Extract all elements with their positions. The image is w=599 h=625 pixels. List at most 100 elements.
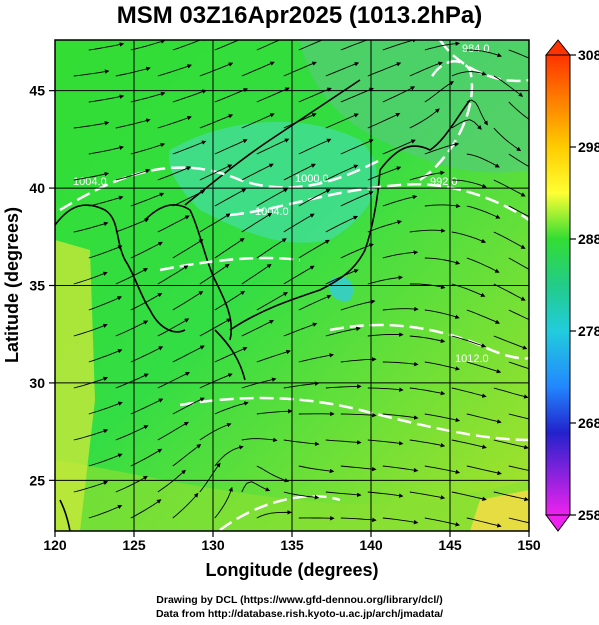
streamline xyxy=(508,257,529,270)
streamline xyxy=(382,306,419,312)
streamline xyxy=(493,439,529,450)
grid xyxy=(55,40,529,531)
streamline xyxy=(157,115,192,129)
streamline xyxy=(214,237,245,259)
isobar-label: 1012.0 xyxy=(455,353,489,365)
colorbar-tick-label: 268 xyxy=(578,415,599,431)
streamline xyxy=(115,373,149,389)
streamline xyxy=(172,345,205,363)
streamline xyxy=(466,205,501,219)
streamline xyxy=(172,89,207,103)
streamline xyxy=(451,71,487,77)
streamline xyxy=(283,163,316,181)
streamline xyxy=(214,347,248,363)
streamline xyxy=(340,357,377,363)
streamline xyxy=(256,138,290,155)
streamline xyxy=(241,163,274,181)
streamline xyxy=(256,292,288,311)
x-tick-label: 150 xyxy=(517,537,541,553)
streamline xyxy=(199,422,232,441)
streamline xyxy=(73,171,110,181)
streamline xyxy=(367,387,404,392)
streamline xyxy=(466,465,502,476)
streamline xyxy=(199,62,234,77)
streamline xyxy=(199,164,233,181)
x-tick-label: 130 xyxy=(201,537,225,553)
streamline xyxy=(451,491,487,502)
streamline xyxy=(283,61,317,77)
y-tick-label: 30 xyxy=(29,375,45,391)
streamline xyxy=(325,439,362,445)
streamline xyxy=(199,462,221,493)
credit-line: Drawing by DCL (https://www.gfd-dennou.o… xyxy=(156,594,443,606)
credits: Drawing by DCL (https://www.gfd-dennou.o… xyxy=(0,593,599,621)
streamline xyxy=(115,268,148,285)
streamline xyxy=(256,408,293,415)
streamline xyxy=(508,49,529,59)
streamline xyxy=(409,61,443,77)
streamline xyxy=(508,517,529,524)
streamline xyxy=(493,283,526,301)
streamline xyxy=(298,138,332,155)
streamline xyxy=(157,421,189,441)
streamline xyxy=(424,142,460,155)
streamline xyxy=(382,413,419,420)
streamline xyxy=(451,439,487,449)
streamline xyxy=(241,212,273,233)
y-axis: 25 30 35 40 45 xyxy=(29,83,55,488)
streamline xyxy=(130,292,163,311)
streamline xyxy=(340,139,374,155)
streamline xyxy=(199,114,234,129)
streamline xyxy=(325,326,361,337)
streamline xyxy=(451,179,487,188)
streamline xyxy=(493,491,529,502)
map-title: MSM 03Z16Apr2025 (1013.2hPa) xyxy=(116,2,483,29)
streamline xyxy=(199,373,233,389)
streamline xyxy=(73,480,109,493)
streamline xyxy=(157,215,190,233)
streamline xyxy=(130,241,163,259)
streamline xyxy=(283,439,320,447)
isobar-label: 992.0 xyxy=(430,176,458,188)
streamline xyxy=(130,448,163,467)
colorbar-tick-label: 278 xyxy=(578,323,599,339)
streamline xyxy=(367,491,404,498)
streamline xyxy=(88,245,123,259)
streamline xyxy=(172,40,207,51)
streamline xyxy=(451,119,482,130)
streamline xyxy=(157,64,192,77)
streamline xyxy=(508,465,529,471)
streamline xyxy=(73,221,109,233)
streamline xyxy=(451,387,487,398)
streamline xyxy=(409,108,440,129)
streamline xyxy=(283,113,317,129)
streamline xyxy=(241,263,272,285)
streamline xyxy=(451,231,487,244)
streamline xyxy=(409,228,446,233)
streamline xyxy=(409,335,446,344)
isobars xyxy=(59,40,529,531)
y-axis-label: Latitude (degrees) xyxy=(2,207,22,363)
streamline xyxy=(493,335,528,350)
x-tick-label: 135 xyxy=(280,537,304,553)
streamline xyxy=(283,265,315,285)
streamline xyxy=(172,140,207,155)
streamline xyxy=(409,387,446,396)
streamline xyxy=(466,153,500,168)
streamline xyxy=(451,335,487,348)
wind-streamlines xyxy=(73,40,529,528)
streamline xyxy=(73,69,110,77)
streamline xyxy=(214,139,248,155)
cool-region xyxy=(329,276,354,302)
streamline xyxy=(130,398,164,415)
streamline xyxy=(172,190,206,207)
streamline xyxy=(424,361,460,371)
streamline xyxy=(130,40,166,51)
streamline xyxy=(88,42,125,51)
streamline xyxy=(214,401,249,415)
streamline xyxy=(382,86,416,103)
streamline xyxy=(88,94,125,103)
streamline xyxy=(73,323,108,337)
x-tick-label: 125 xyxy=(122,537,146,553)
